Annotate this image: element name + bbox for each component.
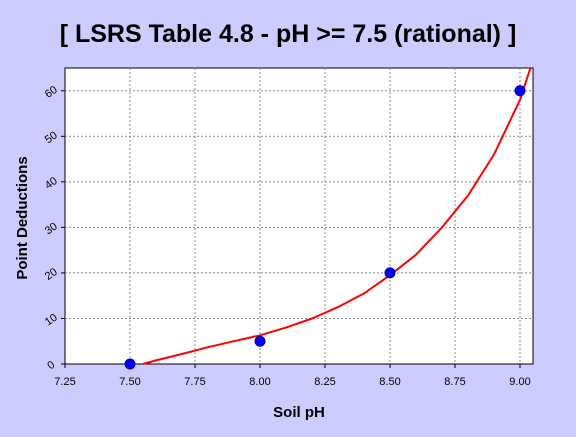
- x-tick-label: 8.75: [444, 376, 465, 388]
- data-point: [514, 85, 526, 97]
- y-tick-label: 0: [45, 359, 57, 372]
- x-tick-label: 7.75: [184, 376, 205, 388]
- x-axis-label: Soil pH: [273, 404, 325, 421]
- x-tick-label: 8.25: [314, 376, 335, 388]
- y-tick-label: 50: [43, 129, 60, 146]
- y-tick-label: 10: [43, 312, 60, 329]
- y-tick-label: 60: [43, 84, 60, 101]
- x-tick-label: 7.25: [54, 376, 75, 388]
- x-tick-label: 8.50: [379, 376, 400, 388]
- y-tick-label: 30: [43, 220, 60, 237]
- chart-title: [ LSRS Table 4.8 - pH >= 7.5 (rational) …: [60, 20, 517, 48]
- y-tick-label: 20: [43, 266, 60, 283]
- y-tick-label: 40: [43, 175, 60, 192]
- tick-labels: 7.25 7.50 7.75 8.00 8.25 8.50 8.75 9.00 0 10 20 30 4…: [43, 84, 531, 388]
- x-tick-label: 9.00: [509, 376, 530, 388]
- x-tick-label: 7.50: [119, 376, 140, 388]
- grid: [65, 68, 533, 364]
- fit-curve-line: [142, 67, 532, 365]
- plot-area: [64, 67, 534, 365]
- x-tick-label: 8.00: [249, 376, 270, 388]
- data-point: [254, 335, 266, 347]
- data-point: [384, 267, 396, 279]
- fit-curve-layer: [142, 67, 532, 365]
- data-point: [124, 358, 136, 370]
- y-axis-label: Point Deductions: [14, 156, 31, 279]
- data-points: [124, 85, 526, 370]
